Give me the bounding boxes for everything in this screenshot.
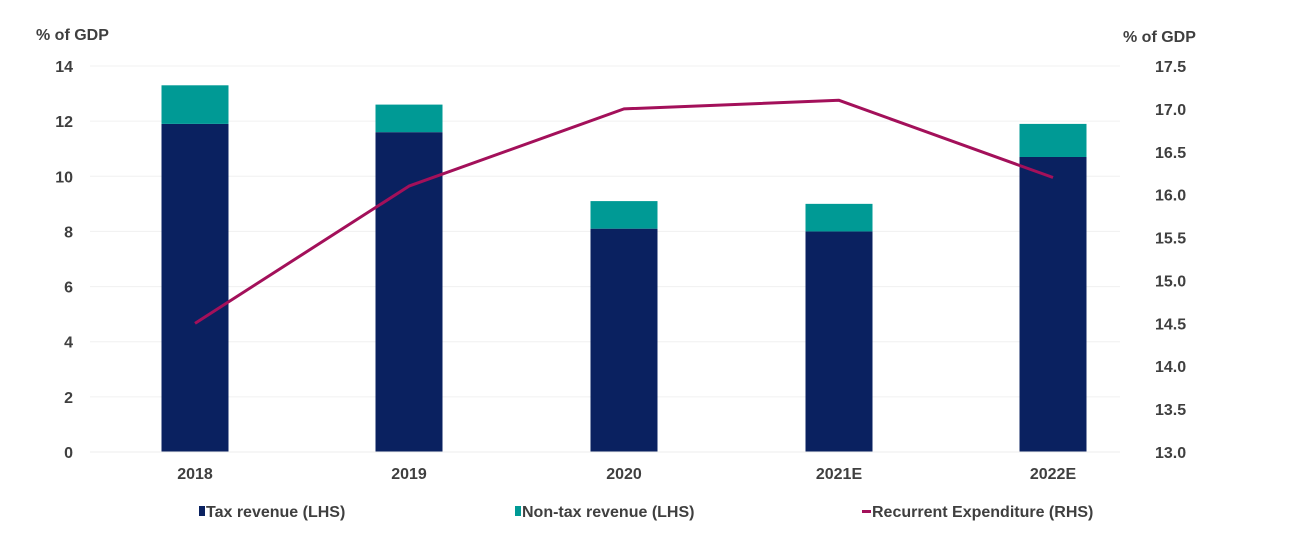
category-label: 2020 [606, 466, 642, 483]
right-tick-label: 16.0 [1155, 188, 1186, 205]
category-labels: 2018 2019 2020 2021E 2022E [177, 466, 1076, 483]
left-tick-label: 12 [55, 114, 73, 131]
legend-label: Tax revenue (LHS) [206, 504, 345, 521]
legend-label: Non-tax revenue (LHS) [522, 504, 694, 521]
right-axis-ticks: 13.0 13.5 14.0 14.5 15.0 15.5 16.0 16.5 17.0 17.5 [1155, 59, 1186, 462]
line-series [194, 98, 1054, 325]
left-tick-label: 10 [55, 169, 73, 186]
bar-tax-revenue [375, 132, 443, 452]
category-label: 2019 [391, 466, 427, 483]
bars [161, 85, 1087, 453]
right-axis-label: % of GDP [1123, 29, 1196, 46]
bar-tax-revenue [161, 123, 229, 453]
right-tick-label: 13.0 [1155, 445, 1186, 462]
legend-swatch [515, 506, 521, 516]
right-tick-label: 15.5 [1155, 231, 1186, 248]
legend: Tax revenue (LHS) Non-tax revenue (LHS) Re… [199, 504, 1093, 521]
left-tick-label: 8 [64, 224, 73, 241]
legend-swatch [862, 510, 871, 513]
left-tick-label: 14 [55, 59, 73, 76]
bar-non-tax-revenue [375, 104, 443, 133]
right-tick-label: 17.5 [1155, 59, 1186, 76]
left-axis-label: % of GDP [36, 27, 109, 44]
right-tick-label: 14.5 [1155, 316, 1186, 333]
left-tick-label: 0 [64, 445, 73, 462]
bar-tax-revenue [805, 231, 873, 452]
left-tick-label: 4 [64, 335, 73, 352]
right-tick-label: 14.0 [1155, 359, 1186, 376]
legend-label: Recurrent Expenditure (RHS) [872, 504, 1093, 521]
left-tick-label: 6 [64, 280, 73, 297]
category-label: 2018 [177, 466, 213, 483]
bar-non-tax-revenue [1019, 123, 1087, 157]
bar-non-tax-revenue [161, 85, 229, 124]
bar-tax-revenue [590, 228, 658, 452]
left-tick-label: 2 [64, 390, 73, 407]
category-label: 2022E [1030, 466, 1077, 483]
right-tick-label: 15.0 [1155, 273, 1186, 290]
legend-swatch [199, 506, 205, 516]
right-tick-label: 13.5 [1155, 402, 1186, 419]
left-axis-ticks: 0 2 4 6 8 10 12 14 [55, 59, 73, 462]
bar-non-tax-revenue [805, 203, 873, 232]
right-tick-label: 16.5 [1155, 145, 1186, 162]
bar-tax-revenue [1019, 156, 1087, 452]
right-tick-label: 17.0 [1155, 102, 1186, 119]
bar-non-tax-revenue [590, 201, 658, 229]
category-label: 2021E [816, 466, 863, 483]
